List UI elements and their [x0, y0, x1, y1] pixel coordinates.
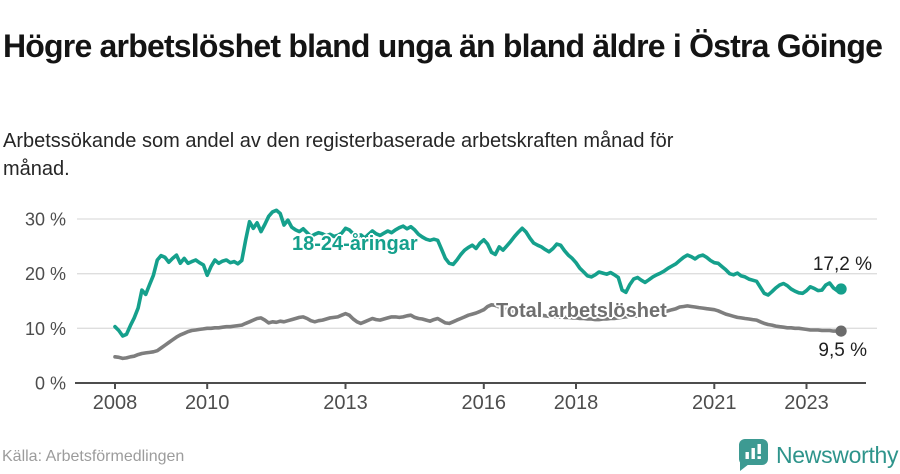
series-label-youth: 18-24-åringar — [292, 233, 418, 255]
newsworthy-logo[interactable]: Newsworthy — [738, 438, 899, 472]
series-end-dot-total — [835, 325, 847, 337]
x-tick-label-2013: 2013 — [323, 392, 368, 414]
chart-subtitle: Arbetssökande som andel av den registerb… — [3, 130, 674, 180]
series-label-total: Total arbetslöshet — [496, 300, 667, 322]
x-tick-label-2023: 2023 — [784, 392, 829, 414]
newsworthy-wordmark: Newsworthy — [776, 441, 899, 468]
x-tick-label-2016: 2016 — [462, 392, 507, 414]
x-tick-label-2008: 2008 — [93, 392, 138, 414]
y-tick-label-10: 10 % — [25, 319, 66, 339]
page-title: Högre arbetslöshet bland unga än bland ä… — [3, 28, 883, 65]
y-tick-label-0: 0 % — [35, 374, 66, 394]
series-line-total — [113, 302, 843, 361]
series-line-youth — [113, 208, 843, 338]
newsworthy-bubble-chart-icon — [738, 438, 769, 472]
y-tick-label-20: 20 % — [25, 264, 66, 284]
series-end-dot-youth — [835, 283, 847, 295]
x-tick-label-2021: 2021 — [692, 392, 737, 414]
end-value-total: 9,5 % — [818, 340, 867, 361]
source-attribution: Källa: Arbetsförmedlingen — [2, 448, 185, 465]
x-tick-label-2018: 2018 — [554, 392, 599, 414]
end-value-youth: 17,2 % — [812, 254, 872, 275]
x-tick-label-2010: 2010 — [185, 392, 230, 414]
y-tick-label-30: 30 % — [25, 209, 66, 229]
